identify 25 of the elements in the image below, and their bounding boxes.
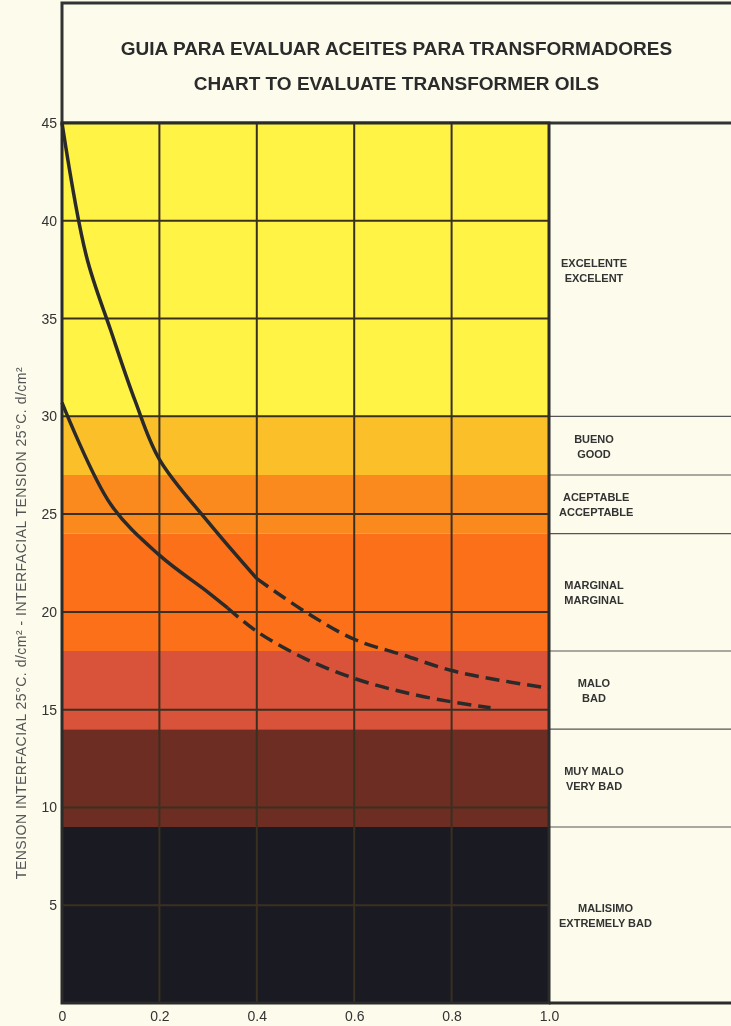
chart-subtitle: CHART TO EVALUATE TRANSFORMER OILS (193, 73, 600, 94)
x-tick-label: 0.8 (442, 1007, 463, 1024)
x-tick-label: 0.6 (344, 1007, 365, 1024)
band-label: MUY MALO VERY BAD (564, 765, 625, 793)
x-tick-label: 0.4 (247, 1007, 268, 1024)
band-label: MARGINAL MARGINAL (564, 579, 624, 607)
chart-title: GUIA PARA EVALUAR ACEITES PARA TRANSFORMADORES (120, 38, 673, 59)
y-tick-label: 10 (41, 799, 58, 816)
y-tick-label: 40 (41, 212, 58, 229)
band-label: ACEPTABLE ACCEPTABLE (559, 491, 634, 519)
x-tick-label: 0 (58, 1007, 67, 1024)
y-tick-label: 5 (49, 897, 58, 914)
x-tick-label: 1.0 (539, 1007, 560, 1024)
y-tick-label: 25 (41, 506, 58, 523)
y-tick-label: 15 (41, 701, 58, 718)
band-label: EXCELENTE EXCELENT (560, 256, 628, 284)
y-tick-label: 35 (41, 310, 58, 327)
band-label: BUENO GOOD (574, 432, 615, 460)
y-tick-label: 30 (41, 408, 58, 425)
y-axis-title: TENSION INTERFACIAL 25°C. d/cm² - INTERFACIAL TENSION 25°C. d/cm² (13, 366, 29, 880)
band-label: MALO BAD (577, 677, 611, 705)
y-tick-label: 20 (41, 603, 58, 620)
band-label: MALISIMO EXTREMELY BAD (559, 902, 652, 929)
x-tick-label: 0.2 (150, 1007, 170, 1024)
y-tick-label: 45 (41, 114, 58, 131)
